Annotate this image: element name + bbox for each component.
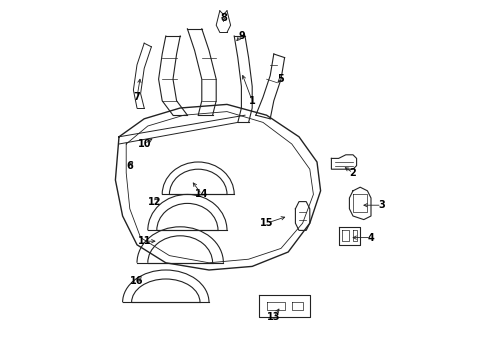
Text: 1: 1: [249, 96, 256, 106]
Text: 10: 10: [138, 139, 151, 149]
Text: 9: 9: [238, 31, 245, 41]
Text: 6: 6: [126, 161, 133, 171]
Text: 11: 11: [138, 236, 151, 246]
Text: 13: 13: [267, 312, 281, 322]
Text: 3: 3: [378, 200, 385, 210]
Text: 12: 12: [148, 197, 162, 207]
Text: 2: 2: [350, 168, 356, 178]
Text: 4: 4: [368, 233, 374, 243]
Text: 5: 5: [278, 74, 284, 84]
Text: 7: 7: [134, 92, 140, 102]
Text: 14: 14: [195, 189, 209, 199]
Text: 16: 16: [130, 276, 144, 286]
Text: 8: 8: [220, 13, 227, 23]
Text: 15: 15: [260, 218, 273, 228]
